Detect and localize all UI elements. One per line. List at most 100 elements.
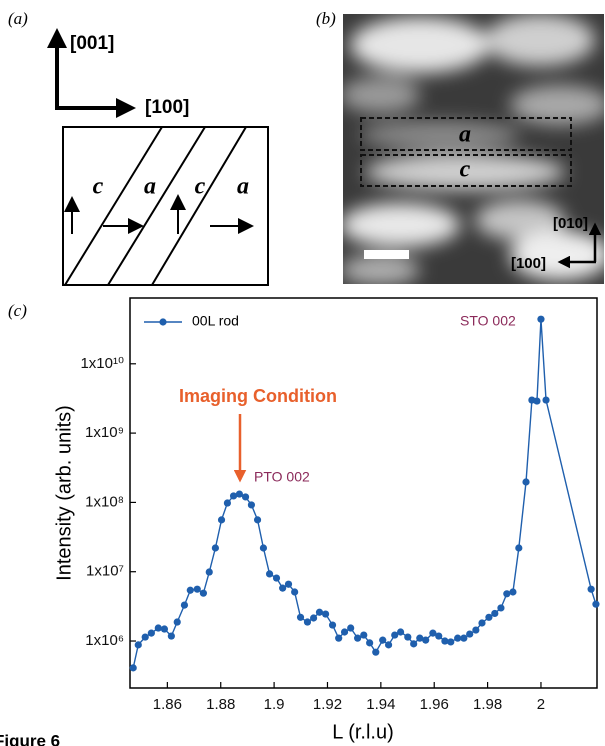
y-tick-label: 1x10⁶ bbox=[85, 632, 124, 649]
data-point bbox=[533, 397, 541, 405]
series-line bbox=[132, 319, 597, 669]
data-point bbox=[404, 633, 412, 641]
panel-label: (b) bbox=[316, 9, 336, 28]
data-point bbox=[180, 601, 189, 609]
data-point bbox=[211, 544, 219, 552]
data-point bbox=[472, 626, 480, 634]
data-point bbox=[217, 516, 226, 524]
data-point bbox=[160, 625, 169, 633]
domain-label: a bbox=[237, 174, 249, 200]
x-tick-label: 2 bbox=[537, 696, 545, 713]
data-point bbox=[491, 609, 499, 618]
data-point bbox=[309, 614, 318, 622]
direction-label: [010] bbox=[553, 215, 588, 232]
data-point bbox=[322, 610, 330, 618]
x-tick-label: 1.86 bbox=[153, 696, 182, 713]
data-point bbox=[391, 631, 399, 639]
x-tick-label: 1.88 bbox=[206, 696, 235, 713]
data-point bbox=[441, 637, 449, 645]
data-point bbox=[379, 636, 387, 644]
data-point bbox=[328, 621, 337, 629]
data-point bbox=[141, 633, 149, 641]
data-point bbox=[284, 580, 293, 588]
axes-schematic bbox=[47, 28, 136, 118]
data-point bbox=[279, 584, 287, 592]
data-point bbox=[396, 628, 405, 636]
data-point bbox=[265, 570, 274, 578]
data-point bbox=[340, 628, 349, 636]
data-point bbox=[372, 648, 380, 656]
legend-marker bbox=[159, 318, 167, 326]
data-point bbox=[193, 585, 201, 593]
region-label: a bbox=[459, 122, 471, 148]
x-tick-label: 1.92 bbox=[313, 696, 342, 713]
data-point bbox=[303, 618, 312, 626]
x-tick-label: 1.98 bbox=[473, 696, 502, 713]
data-point bbox=[235, 490, 244, 498]
data-point bbox=[466, 630, 474, 638]
data-point bbox=[296, 613, 305, 621]
plot-frame bbox=[129, 297, 598, 689]
data-point bbox=[154, 624, 162, 632]
data-point bbox=[247, 501, 256, 509]
annotation: STO 002 bbox=[460, 313, 516, 329]
annotation: PTO 002 bbox=[254, 469, 310, 485]
data-point bbox=[435, 632, 443, 640]
x-tick-label: 1.9 bbox=[264, 696, 285, 713]
domain-schematic bbox=[62, 126, 269, 286]
data-point bbox=[186, 586, 194, 594]
data-point bbox=[497, 604, 505, 612]
panel-label: (c) bbox=[8, 301, 27, 320]
direction-label: [001] bbox=[70, 33, 114, 54]
direction-label: [100] bbox=[145, 97, 189, 118]
data-point bbox=[503, 590, 511, 598]
data-point bbox=[447, 638, 455, 646]
y-axis-title: Intensity (arb. units) bbox=[53, 405, 75, 581]
data-point bbox=[354, 634, 362, 642]
direction-label: [100] bbox=[511, 255, 546, 272]
data-point bbox=[478, 619, 486, 627]
data-point bbox=[167, 632, 175, 640]
data-point bbox=[592, 600, 600, 608]
data-point bbox=[515, 544, 523, 552]
domain-label: c bbox=[195, 174, 206, 200]
region-label: c bbox=[460, 157, 471, 183]
data-point bbox=[147, 629, 155, 637]
data-point bbox=[522, 478, 530, 486]
data-point bbox=[347, 624, 355, 632]
data-point bbox=[335, 634, 343, 642]
microscopy-image bbox=[343, 14, 604, 284]
data-point bbox=[537, 315, 545, 323]
y-tick-label: 1x10⁷ bbox=[86, 563, 124, 580]
data-point bbox=[410, 640, 418, 648]
y-tick-label: 1x10¹⁰ bbox=[80, 355, 124, 372]
data-point bbox=[542, 396, 550, 404]
figure-caption: Figure 6 bbox=[0, 731, 60, 746]
data-point bbox=[223, 499, 232, 507]
panel-label: (a) bbox=[8, 9, 28, 28]
data-point bbox=[253, 516, 262, 524]
data-point bbox=[384, 641, 393, 649]
data-point bbox=[259, 544, 268, 552]
data-point bbox=[199, 589, 207, 597]
data-point bbox=[129, 664, 137, 672]
data-point bbox=[587, 585, 595, 593]
data-point bbox=[291, 588, 299, 596]
direction-arrows bbox=[557, 222, 602, 269]
y-tick-label: 1x10⁹ bbox=[85, 424, 124, 441]
data-point bbox=[360, 631, 368, 639]
data-point bbox=[485, 613, 493, 621]
data-point bbox=[173, 618, 181, 626]
data-point bbox=[229, 492, 238, 500]
legend-label: 00L rod bbox=[192, 313, 239, 329]
data-point bbox=[429, 629, 437, 637]
x-tick-label: 1.94 bbox=[366, 696, 395, 713]
annotation: Imaging Condition bbox=[179, 386, 337, 406]
y-tick-label: 1x10⁸ bbox=[85, 493, 124, 510]
data-point bbox=[416, 634, 424, 642]
plot-area: 1.86 1.88 1.9 1.92 1.94 1.96 1.98 2 1x10⁶ 1x10⁷ 1x… bbox=[80, 313, 600, 713]
data-point bbox=[460, 634, 468, 642]
data-point bbox=[241, 493, 250, 501]
